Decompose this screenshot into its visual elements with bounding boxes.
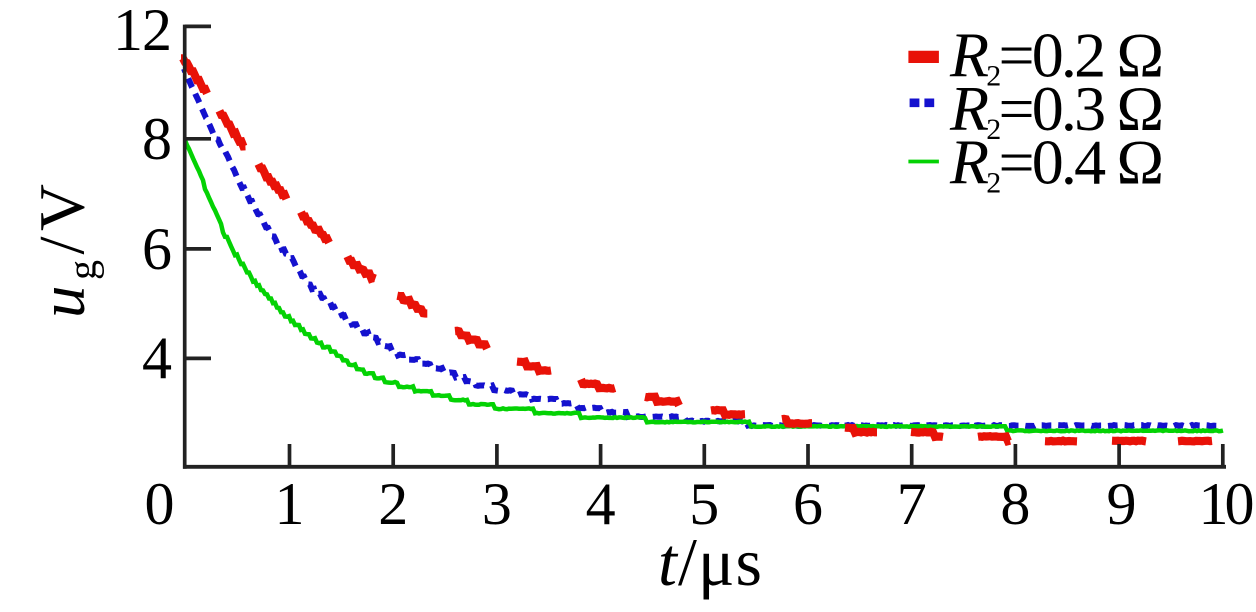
svg-text:5: 5 — [689, 471, 719, 537]
svg-text:2: 2 — [378, 471, 408, 537]
svg-text:10: 10 — [1199, 471, 1255, 537]
svg-text:8: 8 — [142, 106, 172, 172]
svg-text:6: 6 — [142, 216, 172, 282]
svg-text:4: 4 — [142, 325, 172, 391]
svg-text:12: 12 — [113, 0, 172, 63]
svg-text:ug/V: ug/V — [27, 184, 105, 318]
svg-text:t/μs: t/μs — [658, 524, 762, 600]
svg-text:3: 3 — [482, 471, 512, 537]
svg-text:1: 1 — [275, 471, 305, 537]
svg-text:9: 9 — [1107, 471, 1137, 537]
svg-text:R2=0.4 Ω: R2=0.4 Ω — [949, 127, 1164, 200]
svg-text:R2=0.3 Ω: R2=0.3 Ω — [949, 73, 1164, 146]
svg-text:6: 6 — [793, 471, 823, 537]
svg-text:7: 7 — [897, 471, 927, 537]
svg-text:4: 4 — [586, 471, 616, 537]
svg-text:R2=0.2 Ω: R2=0.2 Ω — [949, 20, 1164, 93]
svg-text:0: 0 — [145, 471, 175, 537]
svg-text:8: 8 — [1000, 471, 1030, 537]
